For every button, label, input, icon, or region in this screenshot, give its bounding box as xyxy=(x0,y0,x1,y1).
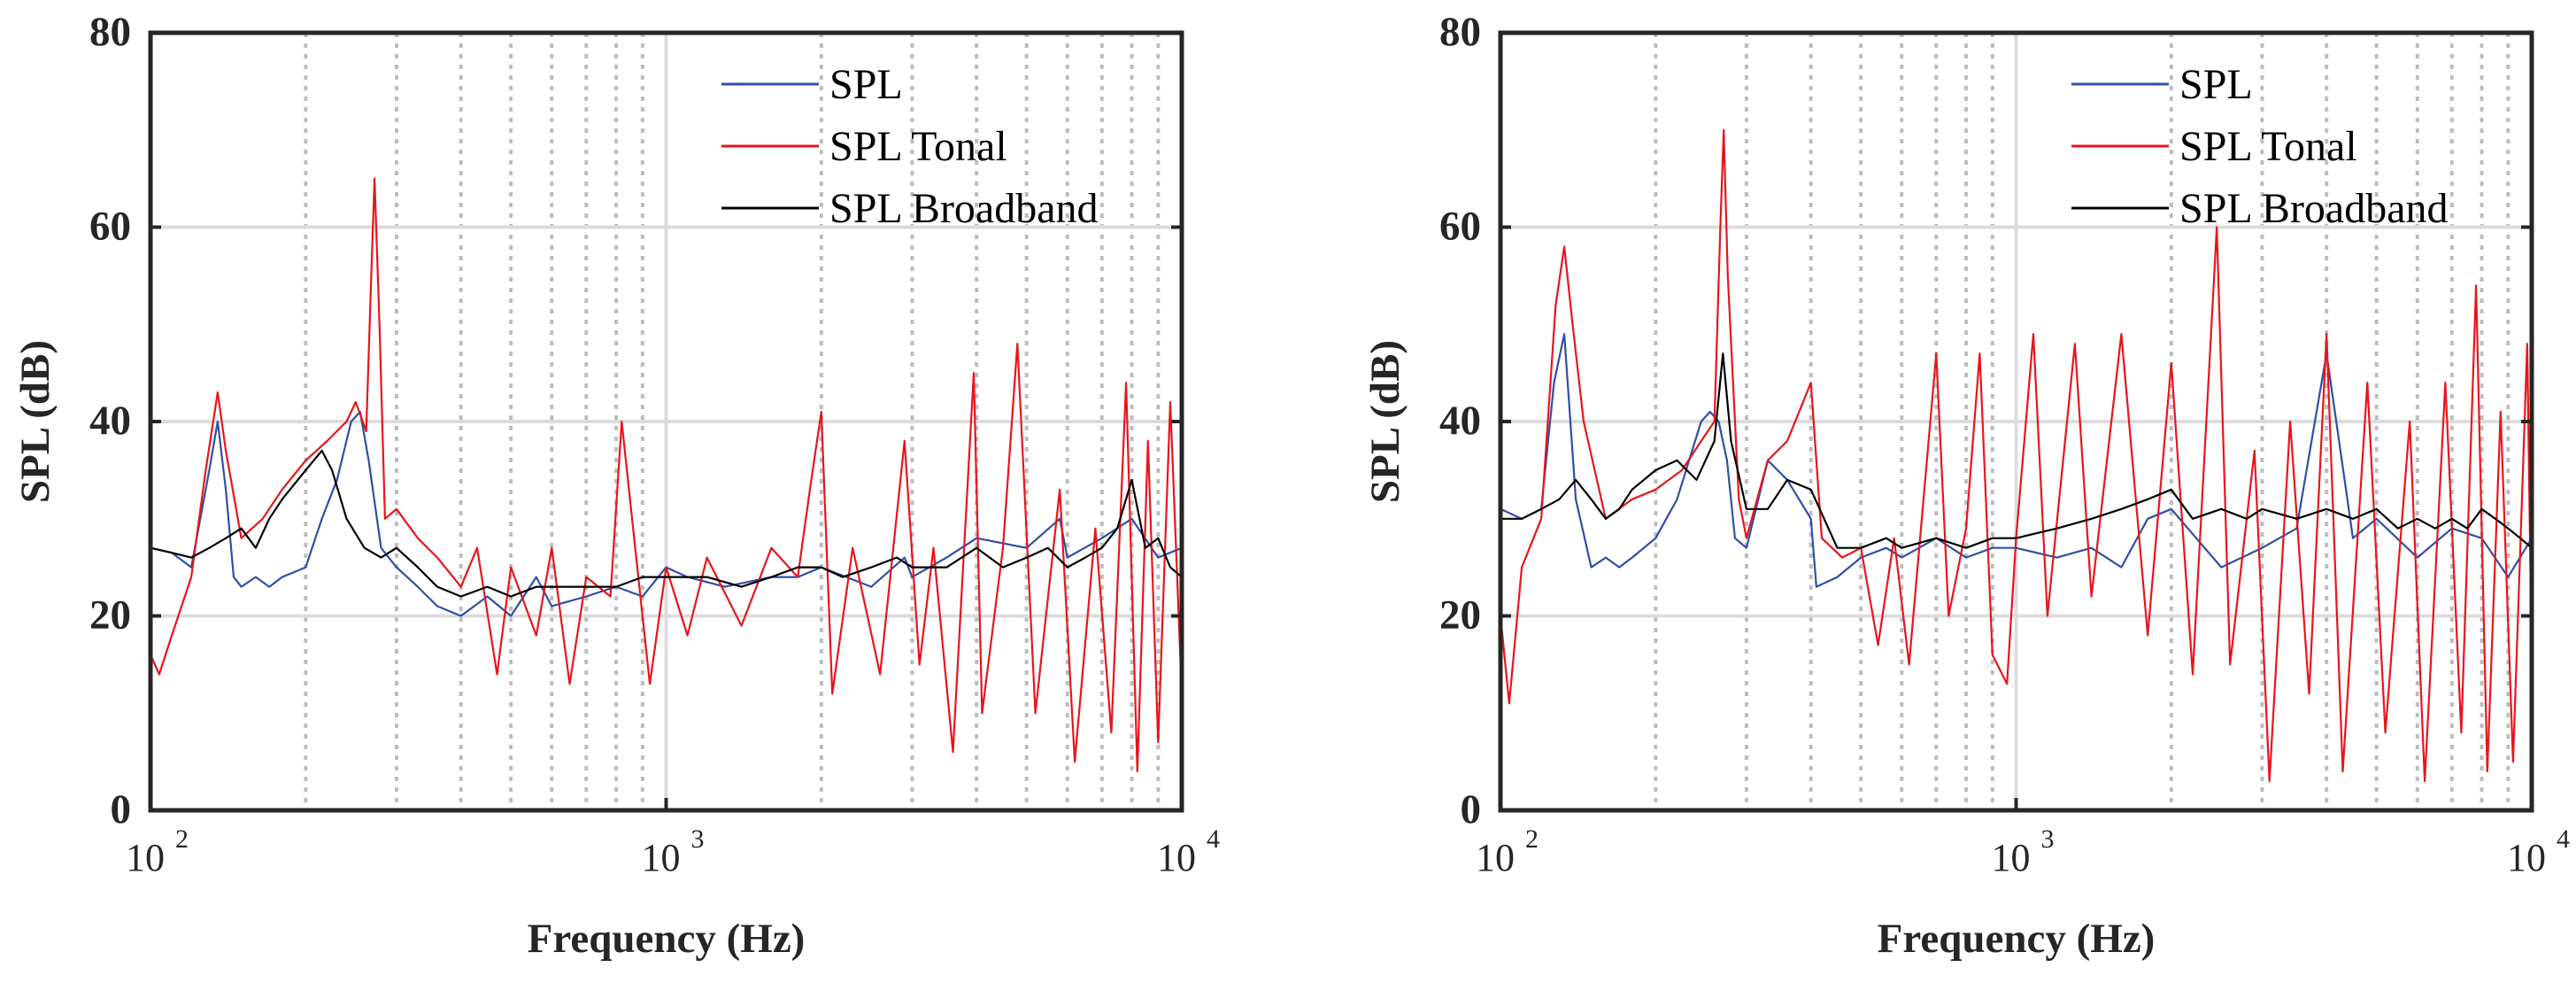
y-tick-label: 0 xyxy=(1461,786,1482,832)
chart-right: 0 20 40 60 80 10 2 10 3 10 4 Frequency (Hz) SPL (dB)… xyxy=(1362,9,2570,962)
x-tick-exponent: 2 xyxy=(1525,824,1539,854)
series-line-spl-broadband xyxy=(1500,352,2533,549)
x-axis-label: Frequency (Hz) xyxy=(528,916,806,962)
y-tick-label: 0 xyxy=(111,786,132,832)
x-tick-exponent: 3 xyxy=(2041,824,2055,854)
y-tick-label: 20 xyxy=(1439,592,1481,639)
legend-label: SPL xyxy=(829,61,903,108)
series-line-spl xyxy=(150,410,1183,617)
y-tick-label: 60 xyxy=(1439,204,1481,250)
y-tick-label: 80 xyxy=(89,9,131,55)
x-tick-label: 10 xyxy=(1476,836,1515,879)
legend-label: SPL xyxy=(2179,61,2253,108)
legend-label: SPL Broadband xyxy=(829,185,1099,232)
x-tick-exponent: 4 xyxy=(1207,824,1220,854)
legend-label: SPL Tonal xyxy=(829,123,1007,170)
chart-left: 0 20 40 60 80 10 2 10 3 10 4 Frequency (Hz) SPL (dB)… xyxy=(12,9,1220,962)
x-tick-exponent: 2 xyxy=(175,824,189,854)
x-tick-exponent: 3 xyxy=(691,824,705,854)
y-tick-label: 40 xyxy=(89,398,131,444)
series-line-spl xyxy=(1500,333,2533,588)
x-tick-label: 10 xyxy=(642,836,681,879)
y-tick-label: 60 xyxy=(89,204,131,250)
series-line-spl-tonal xyxy=(1499,128,2534,783)
x-tick-exponent: 4 xyxy=(2557,824,2570,854)
x-axis-label: Frequency (Hz) xyxy=(1878,916,2156,962)
x-tick-label: 10 xyxy=(1992,836,2031,879)
x-tick-label: 10 xyxy=(1157,836,1196,879)
y-tick-label: 80 xyxy=(1439,9,1481,55)
y-axis-label: SPL (dB) xyxy=(12,340,58,503)
legend-label: SPL Broadband xyxy=(2179,185,2449,232)
x-tick-label: 10 xyxy=(2507,836,2546,879)
x-tick-label: 10 xyxy=(126,836,165,879)
series-line-spl-broadband xyxy=(150,449,1183,598)
series-line-spl-tonal xyxy=(149,177,1184,773)
y-tick-label: 20 xyxy=(89,592,131,639)
legend-label: SPL Tonal xyxy=(2179,123,2357,170)
y-tick-label: 40 xyxy=(1439,398,1481,444)
y-axis-label: SPL (dB) xyxy=(1362,340,1408,503)
